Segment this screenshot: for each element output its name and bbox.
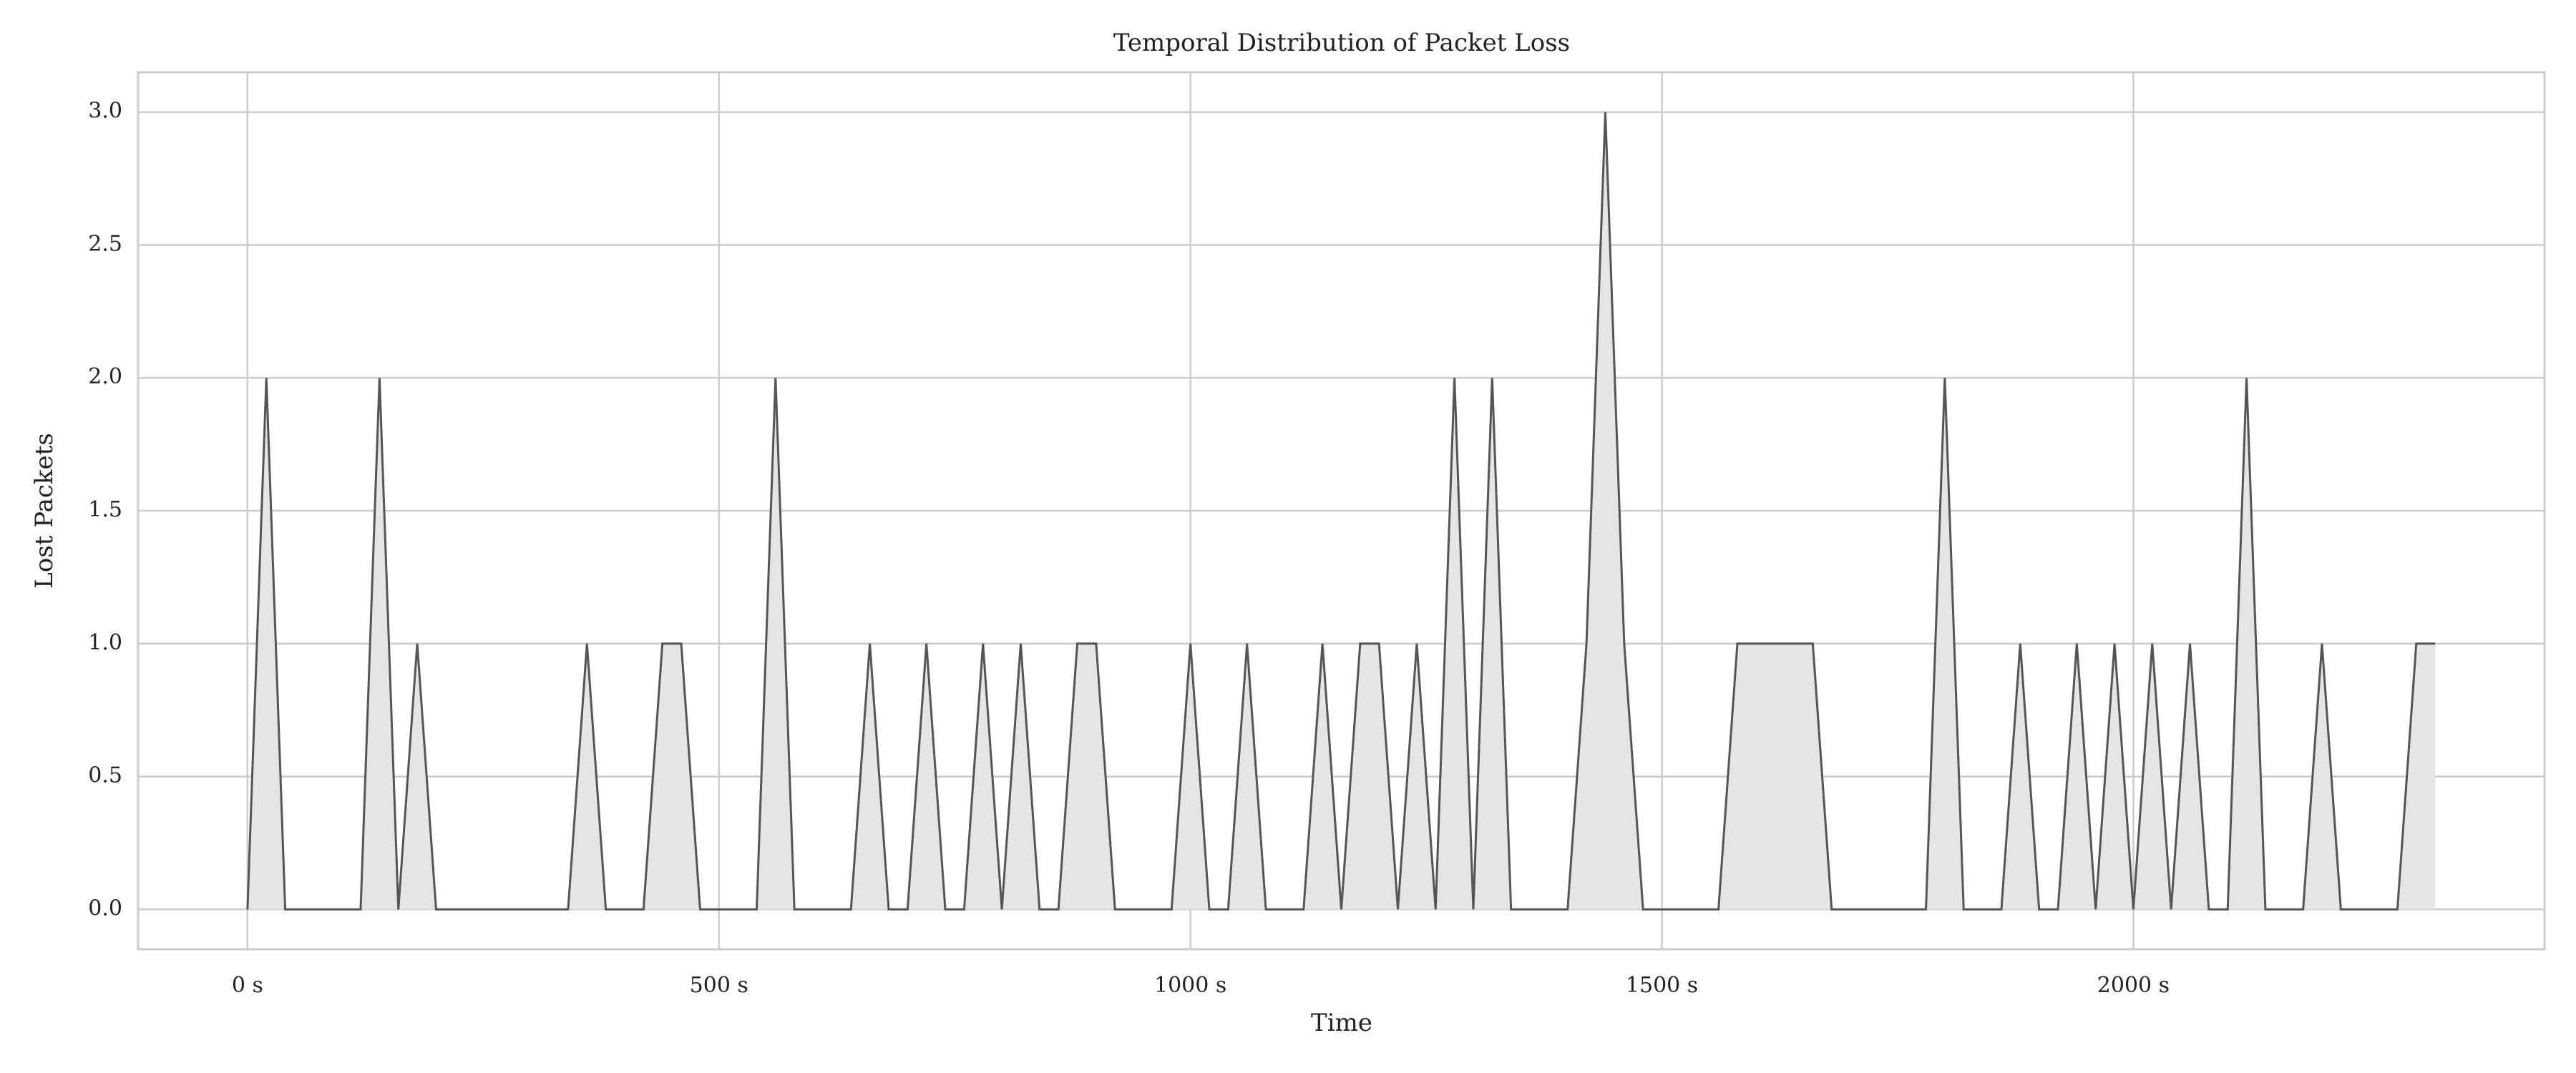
y-tick-label: 0.5: [88, 763, 122, 788]
x-tick-label: 1500 s: [1626, 973, 1698, 998]
x-tick-label: 2000 s: [2097, 973, 2170, 998]
x-tick-label: 500 s: [690, 973, 748, 998]
y-tick-label: 1.5: [88, 497, 122, 522]
plot-frame: [137, 71, 2546, 951]
chart-title: Temporal Distribution of Packet Loss: [1113, 29, 1570, 57]
line: [246, 112, 2436, 911]
y-tick-label: 2.5: [88, 231, 122, 256]
x-tick-label: 0 s: [232, 973, 263, 998]
x-tick-label: 1000 s: [1154, 973, 1226, 998]
x-axis-label: Time: [1311, 1009, 1372, 1037]
y-axis-label: Lost Packets: [30, 433, 59, 588]
y-tick-label: 2.0: [88, 364, 122, 389]
y-tick-label: 3.0: [88, 99, 122, 124]
y-tick-label: 0.0: [88, 896, 122, 921]
y-tick-label: 1.0: [88, 630, 122, 655]
